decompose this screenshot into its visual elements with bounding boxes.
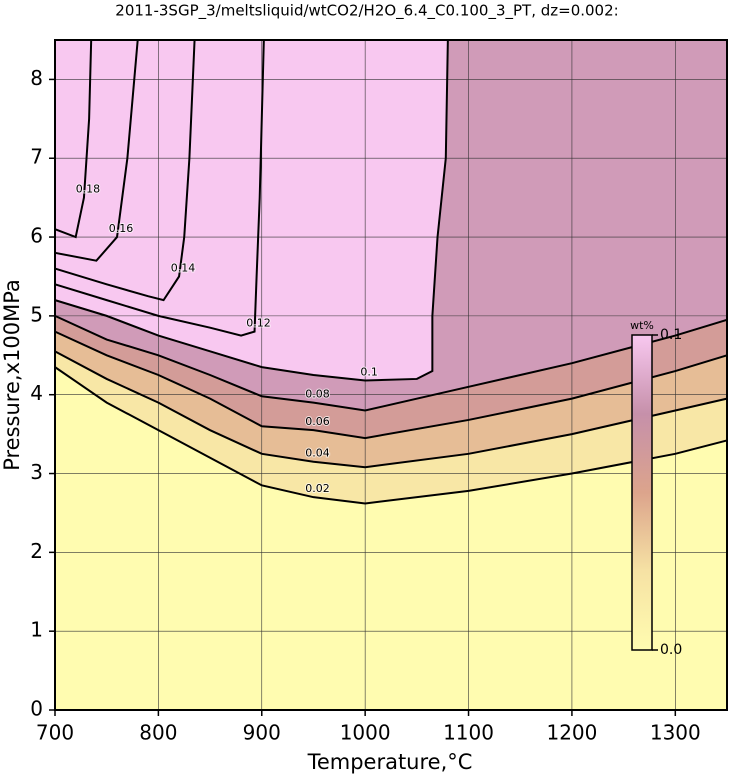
y-tick-label: 3 bbox=[30, 460, 43, 484]
contour-line bbox=[54, 314, 728, 412]
contour-label: 0.08 bbox=[305, 388, 330, 401]
contour-fill bbox=[55, 40, 92, 238]
contour-line bbox=[54, 39, 449, 382]
contour-line bbox=[54, 39, 196, 302]
chart-title: 2011-3SGP_3/meltsliquid/wtCO2/H2O_6.4_C0… bbox=[115, 2, 618, 21]
colorbar bbox=[631, 334, 653, 651]
contour-label: 0.18 bbox=[76, 183, 101, 196]
colorbar-tick-label: 0.0 bbox=[660, 642, 682, 658]
x-tick-label: 1100 bbox=[443, 721, 494, 745]
y-tick-label: 6 bbox=[30, 224, 43, 248]
y-tick-label: 2 bbox=[30, 539, 43, 563]
y-tick-label: 4 bbox=[30, 381, 43, 405]
contour-label: 0.02 bbox=[305, 482, 330, 495]
contour-line bbox=[54, 39, 139, 262]
x-tick-label: 700 bbox=[36, 721, 74, 745]
y-tick-label: 7 bbox=[30, 145, 43, 169]
contour-line bbox=[54, 39, 265, 337]
y-tick-label: 8 bbox=[30, 66, 43, 90]
y-tick-label: 5 bbox=[30, 302, 43, 326]
x-tick-label: 900 bbox=[243, 721, 281, 745]
contour-label: 0.14 bbox=[171, 261, 196, 274]
y-axis-label: Pressure,x100MPa bbox=[0, 279, 24, 471]
x-tick-label: 1000 bbox=[340, 721, 391, 745]
colorbar-title: wt% bbox=[630, 319, 654, 332]
colorbar-tick-label: 0.1 bbox=[660, 327, 682, 343]
contour-line bbox=[54, 39, 93, 239]
contour-line bbox=[54, 350, 728, 469]
contour-label: 0.06 bbox=[305, 415, 330, 428]
y-tick-label: 1 bbox=[30, 618, 43, 642]
x-axis-label: Temperature,°C bbox=[307, 750, 473, 774]
x-tick-label: 800 bbox=[139, 721, 177, 745]
contour-label: 0.16 bbox=[109, 222, 134, 235]
plot-frame bbox=[54, 39, 728, 711]
y-tick-label: 0 bbox=[30, 697, 43, 721]
contour-line bbox=[54, 366, 728, 505]
contour-label: 0.1 bbox=[360, 366, 378, 379]
contour-label: 0.04 bbox=[305, 447, 330, 460]
x-tick-label: 1200 bbox=[546, 721, 597, 745]
x-tick-label: 1300 bbox=[650, 721, 701, 745]
contour-line bbox=[54, 330, 728, 440]
contour-label: 0.12 bbox=[246, 317, 271, 330]
